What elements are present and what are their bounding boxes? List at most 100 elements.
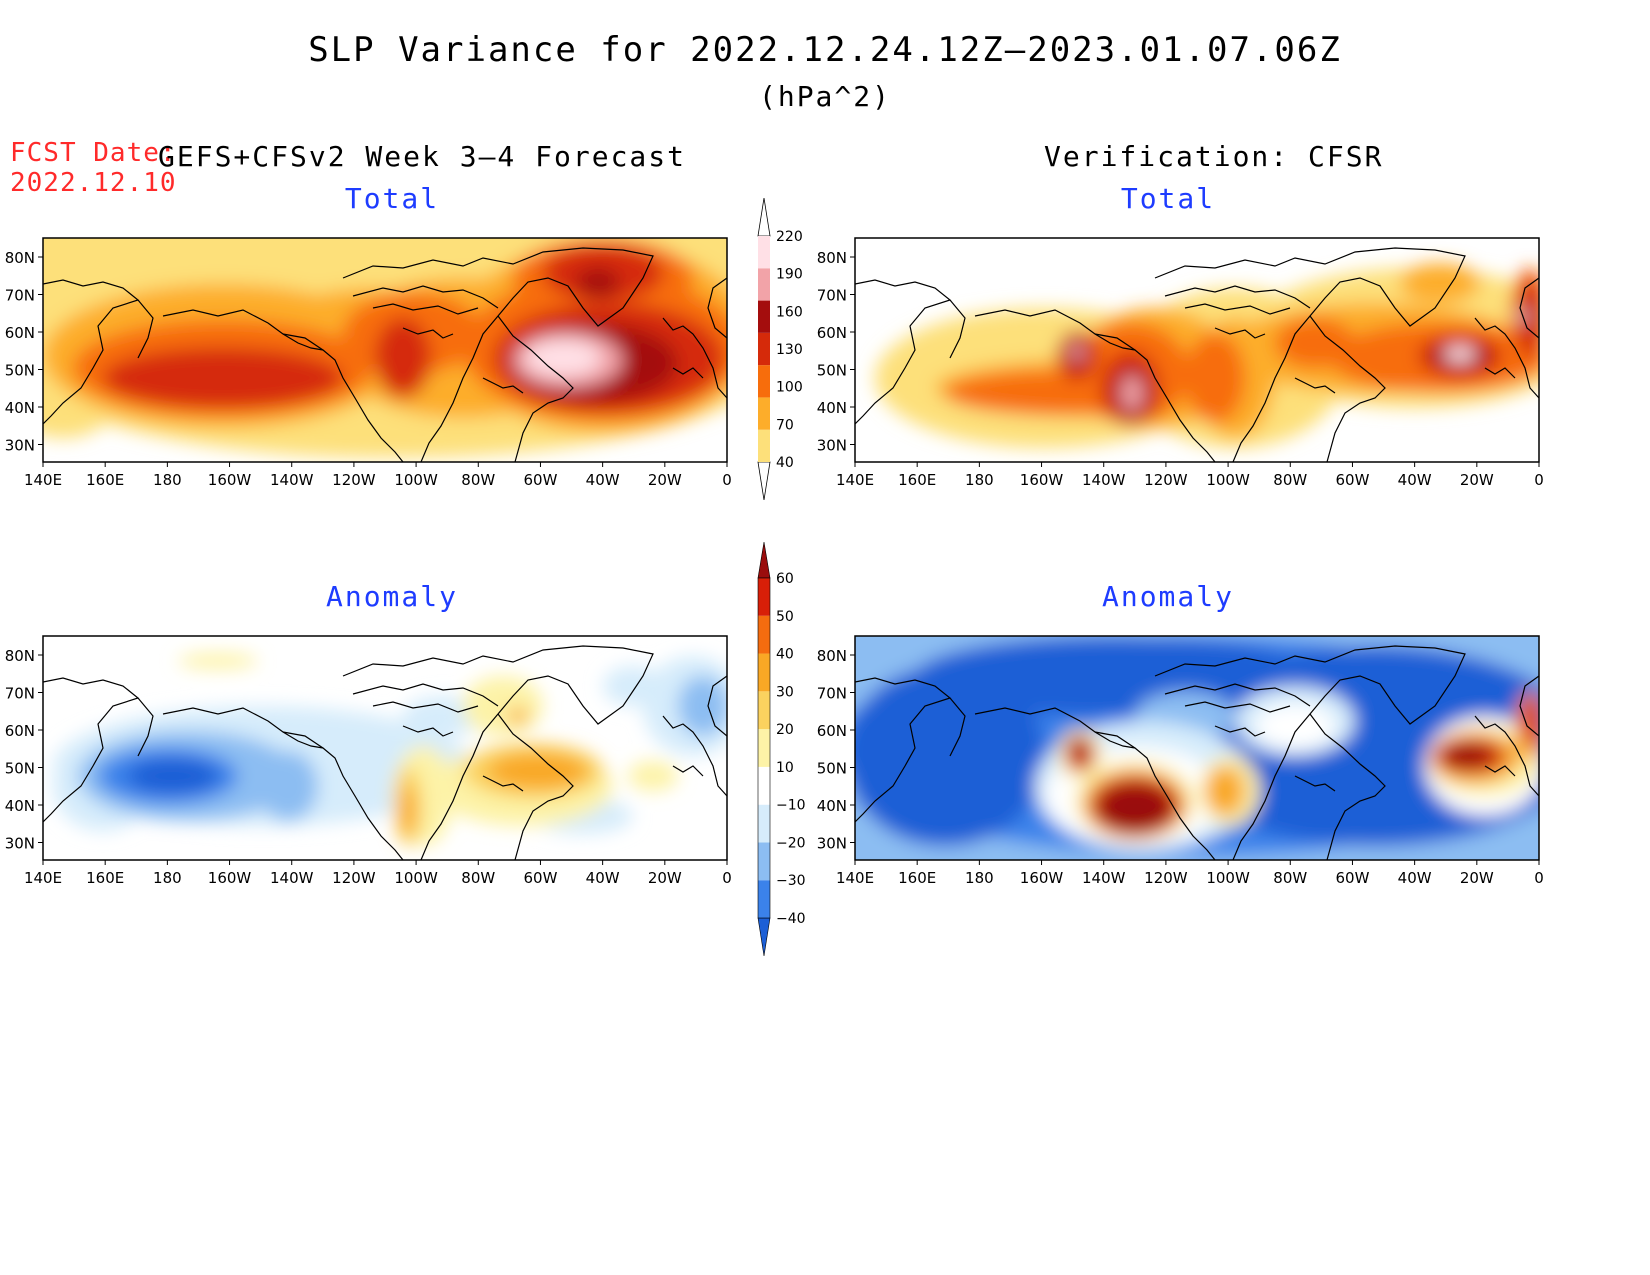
lat-label: 40N [5,399,35,417]
colorbar-segment [758,729,770,767]
lat-label: 80N [5,647,35,665]
forecast-date-label: FCST Date: [10,138,177,168]
lat-label: 70N [817,685,847,703]
lon-label: 20W [1460,869,1494,887]
colorbar-segment [758,429,770,462]
longitude-labels: 140E 160E 180 160W 140W 120W 100W 80W 60W 40W 20W 0… [24,462,1544,887]
lat-label: 60N [817,722,847,740]
colorbar-segment [758,653,770,692]
verification-header: Verification: CFSR [1044,140,1384,173]
lon-label: 80W [1273,471,1307,489]
lat-label: 30N [5,835,35,853]
lon-label: 140E [24,471,62,489]
lat-label: 30N [817,835,847,853]
colorbar-anomaly: −40 −30 −20 −10 10 20 30 40 50 60 [757,541,806,957]
colorbar-label: 160 [776,304,803,320]
lon-label: 60W [523,869,557,887]
lon-label: 60W [523,471,557,489]
lat-label: 50N [817,362,847,380]
lon-label: 0 [722,869,732,887]
lon-label: 180 [965,869,994,887]
forecast-date-value: 2022.12.10 [10,168,177,198]
verification-total-subtitle: Total [1120,182,1216,215]
lon-label: 160W [1020,869,1064,887]
lon-label: 20W [1460,471,1494,489]
colorbar-segment [758,880,770,918]
lat-label: 70N [5,685,35,703]
lat-label: 40N [817,399,847,417]
lat-label: 80N [817,647,847,665]
lat-label: 80N [5,249,35,267]
lon-label: 40W [1398,471,1432,489]
lon-label: 80W [461,869,495,887]
colorbar-label: 190 [776,267,803,283]
forecast-total-map [42,237,728,463]
colorbar-segment [758,332,770,366]
colorbar-outline [757,577,771,919]
lon-label: 0 [1534,869,1544,887]
colorbar-segment [758,365,770,398]
colorbar-segment [758,268,770,301]
colorbar-label: 10 [776,760,794,776]
lon-label: 160E [898,471,936,489]
lon-label: 80W [461,471,495,489]
lon-label: 140E [24,869,62,887]
colorbar-segment [758,300,770,333]
lon-label: 40W [586,471,620,489]
lon-label: 160E [86,869,124,887]
lat-label: 30N [817,437,847,455]
lon-label: 140W [270,471,314,489]
lon-label: 80W [1273,869,1307,887]
lon-label: 180 [153,869,182,887]
lon-label: 140W [270,869,314,887]
colorbar-label: 220 [776,229,803,245]
lat-label: 60N [5,722,35,740]
colorbar-segment [758,804,770,843]
forecast-anomaly-subtitle: Anomaly [325,580,458,613]
colorbar-segment [758,397,770,430]
latitude-labels: 80N 70N 60N 50N 40N 30N 80N 70N 60N 50N 40N 30N 80N 7… [5,249,855,853]
lon-label: 120W [332,869,376,887]
forecast-header: GEFS+CFSv2 Week 3–4 Forecast [158,140,687,173]
lon-label: 160W [1020,471,1064,489]
colorbar-label: −30 [776,873,806,889]
lon-label: 140E [836,471,874,489]
colorbar-label: 60 [776,571,794,587]
colorbar-cap [757,197,771,237]
lat-label: 60N [5,324,35,342]
lon-label: 140E [836,869,874,887]
lon-label: 0 [722,471,732,489]
lon-label: 60W [1335,471,1369,489]
lon-label: 60W [1335,869,1369,887]
colorbar-segment [758,578,770,616]
lat-label: 80N [817,249,847,267]
lat-label: 70N [817,287,847,305]
lat-label: 60N [817,324,847,342]
lon-label: 160E [86,471,124,489]
colorbar-segment [758,615,770,654]
colorbar-label: −40 [776,911,806,927]
colorbar-label: −10 [776,798,806,814]
lon-label: 160E [898,869,936,887]
colorbar-total: 40 70 100 130 160 190 220 [757,197,803,501]
lon-label: 160W [208,869,252,887]
lat-label: 40N [817,797,847,815]
lon-label: 20W [648,471,682,489]
colorbar-label: 40 [776,647,794,663]
colorbar-cap [757,917,771,957]
colorbar-label: 70 [776,417,794,433]
colorbar-label: −20 [776,835,806,851]
colorbar-label: 50 [776,609,794,625]
lat-label: 70N [5,287,35,305]
lat-label: 50N [817,760,847,778]
lon-label: 160W [208,471,252,489]
lat-label: 50N [5,760,35,778]
lon-label: 140W [1082,869,1126,887]
lon-label: 100W [1206,869,1250,887]
lon-label: 180 [965,471,994,489]
verification-total-map [854,237,1540,463]
lon-label: 140W [1082,471,1126,489]
lon-label: 0 [1534,471,1544,489]
colorbar-cap [757,541,771,579]
forecast-date-block: FCST Date: 2022.12.10 [10,138,177,198]
